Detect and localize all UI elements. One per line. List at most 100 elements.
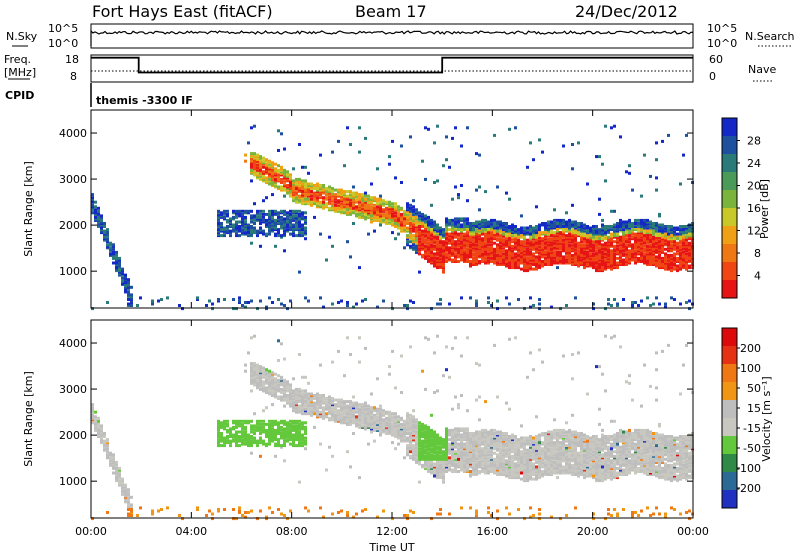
power-cell	[358, 197, 361, 201]
power-cell	[403, 212, 406, 216]
power-cell	[514, 234, 517, 238]
velocity-cell	[391, 412, 394, 416]
power-cell	[649, 250, 652, 254]
velocity-cell	[241, 430, 244, 434]
power-cell	[157, 299, 160, 303]
power-cell	[625, 170, 628, 174]
velocity-cell	[310, 398, 313, 402]
velocity-cell	[382, 509, 385, 513]
power-cell	[658, 243, 661, 247]
power-cell	[253, 218, 256, 222]
power-cell	[673, 228, 676, 232]
range-tick-label: 3000	[59, 173, 87, 186]
power-cell	[562, 261, 565, 265]
velocity-cell	[295, 398, 298, 402]
power-cell	[484, 243, 487, 247]
power-cell	[286, 170, 289, 174]
velocity-cell	[295, 387, 298, 391]
power-cell	[682, 243, 685, 247]
power-cell	[685, 235, 688, 239]
power-cell	[472, 228, 475, 232]
velocity-cell	[118, 476, 121, 480]
power-cell	[397, 232, 400, 236]
power-cell	[151, 299, 154, 303]
power-cell	[598, 258, 601, 262]
power-cell	[547, 243, 550, 247]
power-cell	[514, 266, 517, 270]
power-cell	[328, 206, 331, 210]
velocity-cell	[238, 430, 241, 434]
power-cell	[439, 244, 442, 248]
power-cell	[613, 244, 616, 248]
power-cell	[451, 249, 454, 253]
power-cell	[676, 266, 679, 270]
velocity-cell	[394, 412, 397, 416]
power-cell	[391, 231, 394, 235]
power-cell	[631, 252, 634, 256]
power-cell	[340, 188, 343, 192]
power-cell	[229, 229, 232, 233]
power-cell	[397, 218, 400, 222]
power-cell	[235, 215, 238, 219]
power-cell	[538, 226, 541, 230]
power-cell	[469, 235, 472, 239]
power-cell	[523, 243, 526, 247]
nave-tick-bottom: 0	[709, 70, 716, 83]
velocity-cell	[244, 419, 247, 423]
velocity-cell	[301, 421, 304, 425]
velocity-cell	[388, 422, 391, 426]
colorbar-tick-label: 16	[747, 202, 761, 215]
power-cell	[460, 184, 463, 187]
velocity-cell	[370, 415, 373, 419]
power-cell	[286, 188, 289, 192]
power-cell	[652, 229, 655, 233]
power-cell	[307, 188, 310, 192]
velocity-cell	[310, 407, 313, 411]
power-cell	[109, 243, 112, 247]
velocity-cell	[304, 398, 307, 402]
power-cell	[208, 299, 211, 303]
power-cell	[517, 228, 520, 232]
power-cell	[232, 209, 235, 213]
power-cell	[283, 194, 286, 198]
power-cell	[421, 212, 424, 216]
velocity-cell	[334, 413, 337, 417]
power-cell	[571, 203, 574, 207]
power-cell	[631, 301, 634, 304]
velocity-cell	[382, 418, 385, 422]
velocity-cell	[220, 444, 223, 448]
velocity-cell	[265, 386, 268, 390]
power-cell	[598, 235, 601, 239]
power-cell	[256, 165, 259, 169]
power-cell	[580, 240, 583, 244]
power-cell	[247, 301, 250, 304]
power-cell	[244, 159, 247, 163]
velocity-cell	[307, 398, 310, 402]
velocity-cell	[280, 383, 283, 387]
power-cell	[442, 240, 445, 244]
power-cell	[298, 196, 301, 200]
velocity-cell	[310, 392, 313, 396]
power-cell	[661, 260, 664, 263]
velocity-cell	[349, 465, 352, 469]
velocity-cell	[274, 377, 277, 381]
power-cell	[118, 256, 121, 260]
power-cell	[580, 228, 583, 232]
power-cell	[496, 220, 499, 224]
power-cell	[265, 232, 268, 236]
power-cell	[553, 241, 556, 245]
power-cell	[487, 220, 490, 224]
power-cell	[514, 126, 517, 130]
power-cell	[220, 211, 223, 215]
power-cell	[103, 225, 106, 228]
power-cell	[295, 228, 298, 232]
velocity-cell	[232, 433, 235, 437]
velocity-cell	[403, 514, 406, 517]
velocity-cell	[259, 454, 262, 458]
velocity-cell	[400, 422, 403, 426]
power-cell	[400, 212, 403, 216]
power-cell	[661, 139, 664, 143]
power-cell	[469, 222, 472, 225]
power-cell	[463, 258, 466, 262]
power-cell	[268, 220, 271, 224]
